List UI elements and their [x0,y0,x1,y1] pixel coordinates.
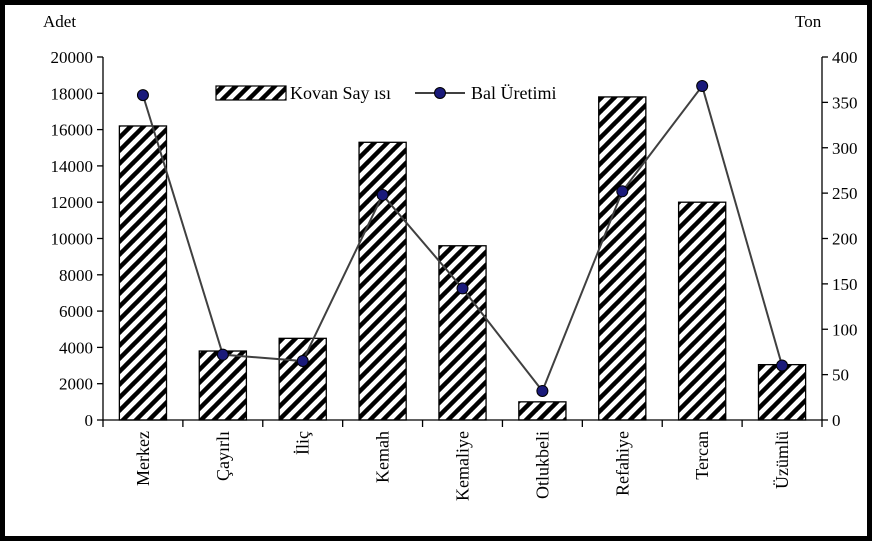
left-axis: 0 2000 4000 6000 8000 10000 12000 14000 16000 180… [51,48,104,430]
bar [278,337,327,421]
right-axis-tick-label: 250 [832,184,858,203]
left-axis-tick-label: 0 [85,411,94,430]
left-axis-tick-label: 16000 [51,121,94,140]
left-axis-tick-label: 14000 [51,157,94,176]
right-axis-unit-label: Ton [795,12,822,31]
left-axis-tick-label: 10000 [51,230,94,249]
left-axis-unit-label: Adet [43,12,76,31]
right-axis: 0 50 100 150 200 250 300 350 400 [821,48,858,430]
right-axis-tick-label: 300 [832,139,858,158]
right-axis-tick-label: 0 [832,411,841,430]
x-axis-category-label: Çayırlı [213,431,233,481]
x-axis-category-label: Üzümlü [772,431,792,489]
point [376,188,389,201]
right-axis-tick-label: 100 [832,320,858,339]
left-axis-tick-label: 8000 [59,266,93,285]
right-axis-tick-label: 400 [832,48,858,67]
left-axis-tick-label: 12000 [51,193,94,212]
right-axis-tick-label: 50 [832,366,849,385]
x-axis: Merkez Çayırlı İliç Kemah Kemaliye Otlukbeli R… [102,419,823,501]
legend-swatch-kovan [215,85,287,101]
right-axis-tick-label: 200 [832,230,858,249]
bar [757,363,807,421]
point [616,185,629,198]
legend-label-bal: Bal Üretimi [471,83,556,103]
x-axis-category-label: Tercan [692,431,712,480]
x-axis-category-label: Otlukbeli [532,431,552,499]
bar [438,245,487,421]
right-axis-tick-label: 150 [832,275,858,294]
point [776,359,789,372]
chart-canvas: Adet Ton 0200040006000800010000120001400… [43,12,858,501]
point [216,348,229,361]
bar [198,350,248,421]
legend: Kovan Say ısı Bal Üretimi [215,83,556,103]
x-axis-category-label: Kemah [373,431,393,483]
legend-label-kovan: Kovan Say ısı [290,83,391,103]
legend-marker-bal [434,87,446,99]
line-series-bal [136,80,789,397]
left-axis-tick-label: 2000 [59,375,93,394]
x-axis-category-label: İliç [293,431,313,455]
right-axis-tick-label: 350 [832,93,858,112]
x-axis-category-label: Kemaliye [453,431,473,501]
bar [677,201,727,421]
point [456,282,469,295]
point [296,355,309,368]
x-axis-category-label: Refahiye [612,431,632,496]
left-axis-tick-label: 6000 [59,302,93,321]
left-axis-tick-label: 20000 [51,48,94,67]
bar [358,141,407,421]
bar [118,125,168,421]
point [696,80,709,93]
bar [598,96,647,421]
point [536,384,549,397]
bar [518,401,567,421]
left-axis-tick-label: 18000 [51,84,94,103]
x-axis-category-label: Merkez [133,431,153,486]
left-axis-tick-label: 4000 [59,338,93,357]
point [136,89,149,102]
bar-series-kovan [118,96,807,421]
